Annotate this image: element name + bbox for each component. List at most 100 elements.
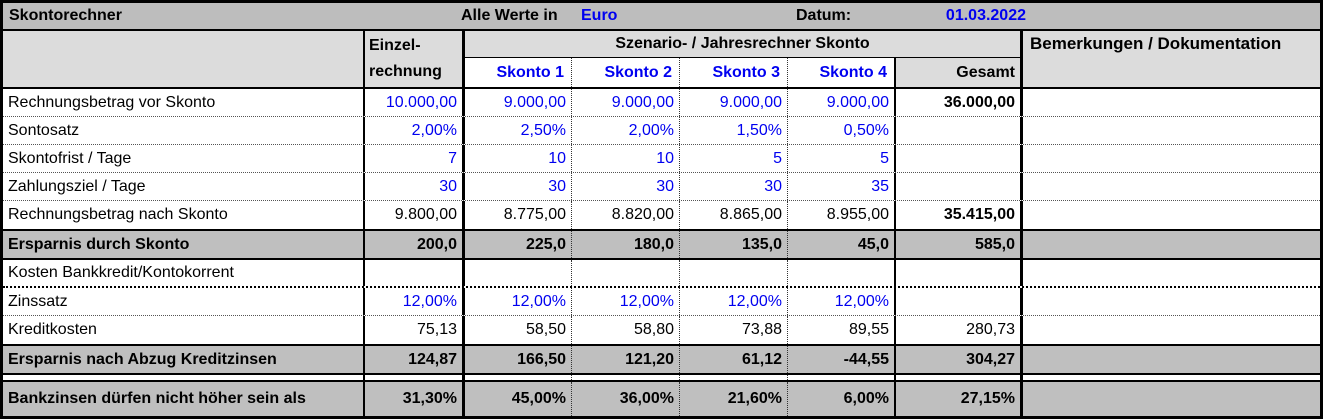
row-label: Zinssatz [3,288,365,315]
einzelrechnung-cell[interactable]: 2,00% [365,117,465,144]
skonto3-cell[interactable]: 30 [680,173,788,200]
row-label: Ersparnis nach Abzug Kreditzinsen [3,346,365,373]
table-row: Kreditkosten 75,13 58,50 58,80 73,88 89,55 280… [3,316,1320,344]
skonto2-cell[interactable]: 121,20 [572,346,680,373]
gesamt-cell[interactable] [896,173,1023,200]
bemerkung-cell[interactable] [1023,89,1317,116]
skonto2-cell[interactable]: 30 [572,173,680,200]
skonto1-cell[interactable] [465,260,572,286]
date-value-cell[interactable]: 01.03.2022 [945,7,1026,24]
skonto4-cell[interactable]: 5 [788,145,896,172]
skonto4-cell[interactable]: 45,0 [788,231,896,258]
einzelrechnung-cell[interactable]: 124,87 [365,346,465,373]
separator-row [3,375,1320,382]
einzelrechnung-cell[interactable]: 31,30% [365,382,465,416]
skonto3-cell[interactable]: 9.000,00 [680,89,788,116]
skonto1-cell[interactable]: 2,50% [465,117,572,144]
gesamt-cell[interactable] [896,145,1023,172]
skonto2-cell[interactable]: 36,00% [572,382,680,416]
skonto2-cell[interactable] [572,260,680,286]
skonto2-cell[interactable]: 9.000,00 [572,89,680,116]
table-row: Sontosatz 2,00% 2,50% 2,00% 1,50% 0,50% [3,117,1320,145]
skonto2-cell[interactable]: 58,80 [572,316,680,344]
skonto3-cell[interactable]: 1,50% [680,117,788,144]
skonto1-cell[interactable]: 166,50 [465,346,572,373]
bemerkung-cell[interactable] [1023,117,1317,144]
skonto1-cell[interactable]: 9.000,00 [465,89,572,116]
skonto4-cell[interactable] [788,260,896,286]
gesamt-cell[interactable]: 27,15% [896,382,1023,416]
skonto4-cell[interactable]: 12,00% [788,288,896,315]
skonto2-cell[interactable]: 8.820,00 [572,201,680,229]
skonto3-cell[interactable]: 5 [680,145,788,172]
skonto2-cell[interactable]: 180,0 [572,231,680,258]
skonto2-cell[interactable]: 2,00% [572,117,680,144]
date-label: Datum: [796,7,852,24]
skonto3-cell[interactable]: 8.865,00 [680,201,788,229]
header-skonto-2: Skonto 2 [572,58,680,87]
skonto1-cell[interactable]: 8.775,00 [465,201,572,229]
header-skonto-3: Skonto 3 [680,58,788,87]
einzel-line1: Einzel- [369,37,421,55]
gesamt-cell[interactable]: 36.000,00 [896,89,1023,116]
einzelrechnung-cell[interactable]: 9.800,00 [365,201,465,229]
skonto1-cell[interactable]: 12,00% [465,288,572,315]
skonto4-cell[interactable]: 9.000,00 [788,89,896,116]
einzelrechnung-cell[interactable]: 30 [365,173,465,200]
skonto3-cell[interactable] [680,260,788,286]
gesamt-cell[interactable] [896,260,1023,286]
skonto3-cell[interactable]: 135,0 [680,231,788,258]
einzelrechnung-cell[interactable]: 75,13 [365,316,465,344]
header-skonto-1: Skonto 1 [465,58,572,87]
skonto4-cell[interactable]: 8.955,00 [788,201,896,229]
skonto4-cell[interactable]: -44,55 [788,346,896,373]
skonto3-cell[interactable]: 61,12 [680,346,788,373]
skonto1-cell[interactable]: 30 [465,173,572,200]
skonto2-cell[interactable]: 10 [572,145,680,172]
gesamt-cell[interactable]: 280,73 [896,316,1023,344]
bemerkung-cell[interactable] [1023,201,1317,229]
gesamt-cell[interactable]: 35.415,00 [896,201,1023,229]
row-label: Kosten Bankkredit/Kontokorrent [3,260,365,286]
skonto2-cell[interactable]: 12,00% [572,288,680,315]
skonto4-cell[interactable]: 35 [788,173,896,200]
skonto3-cell[interactable]: 21,60% [680,382,788,416]
skonto4-cell[interactable]: 0,50% [788,117,896,144]
bemerkung-cell[interactable] [1023,288,1317,315]
einzelrechnung-cell[interactable] [365,260,465,286]
gesamt-cell[interactable] [896,288,1023,315]
bemerkung-cell[interactable] [1023,382,1317,416]
row-label: Sontosatz [3,117,365,144]
gesamt-cell[interactable]: 304,27 [896,346,1023,373]
skonto1-cell[interactable]: 45,00% [465,382,572,416]
einzel-line2: rechnung [369,63,442,80]
skonto4-cell[interactable]: 6,00% [788,382,896,416]
bemerkung-cell[interactable] [1023,346,1317,373]
separator-cell [788,375,896,380]
table-row: Rechnungsbetrag vor Skonto 10.000,00 9.000… [3,89,1320,117]
skonto3-cell[interactable]: 12,00% [680,288,788,315]
bemerkung-cell[interactable] [1023,231,1317,258]
skonto1-cell[interactable]: 10 [465,145,572,172]
einzelrechnung-cell[interactable]: 12,00% [365,288,465,315]
einzelrechnung-cell[interactable]: 7 [365,145,465,172]
header-scenario: Szenario- / Jahresrechner Skonto [465,31,1023,58]
row-label: Kreditkosten [3,316,365,344]
skonto1-cell[interactable]: 225,0 [465,231,572,258]
bemerkung-cell[interactable] [1023,316,1317,344]
bemerkung-cell[interactable] [1023,173,1317,200]
skonto3-cell[interactable]: 73,88 [680,316,788,344]
einzelrechnung-cell[interactable]: 200,0 [365,231,465,258]
separator-cell [680,375,788,380]
bemerkung-cell[interactable] [1023,145,1317,172]
bemerkung-cell[interactable] [1023,260,1317,286]
gesamt-cell[interactable]: 585,0 [896,231,1023,258]
currency-cell[interactable]: Euro [581,7,618,24]
separator-cell [896,375,1023,380]
skonto4-cell[interactable]: 89,55 [788,316,896,344]
header-einzelrechnung: Einzel- rechnung [365,31,465,87]
einzelrechnung-cell[interactable]: 10.000,00 [365,89,465,116]
gesamt-cell[interactable] [896,117,1023,144]
skonto1-cell[interactable]: 58,50 [465,316,572,344]
table-row: Zinssatz 12,00% 12,00% 12,00% 12,00% 12,00% [3,288,1320,316]
